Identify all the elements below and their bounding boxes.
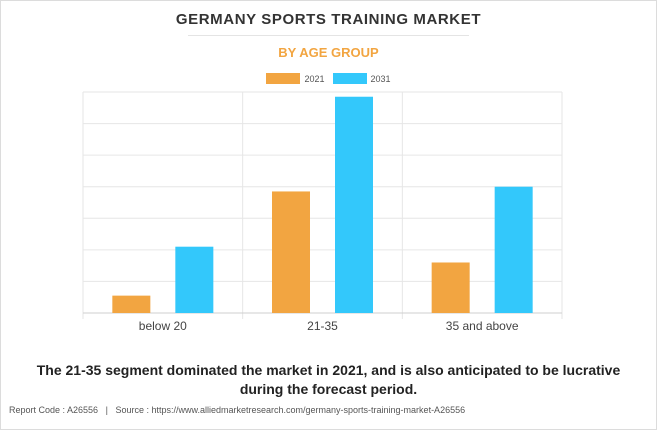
legend-item-2031: 2031 (332, 73, 391, 84)
bar-2031-below-20 (175, 246, 214, 313)
x-tick-label: 35 and above (446, 319, 519, 333)
x-tick-label: 21-35 (307, 319, 338, 333)
legend-swatch-2021 (266, 73, 301, 84)
bar-2021-35-and-above (431, 262, 470, 313)
legend-item-2021: 2021 (266, 73, 325, 84)
source-text: Source : https://www.alliedmarketresearc… (115, 405, 466, 415)
bar-2031-35-and-above (494, 186, 533, 313)
chart-title: GERMANY SPORTS TRAINING MARKET (175, 11, 482, 28)
footer-separator: | (105, 405, 108, 415)
chart-subtitle: BY AGE GROUP (278, 45, 379, 60)
bar-chart: below 20 21-35 35 and above (82, 91, 563, 333)
footer: Report Code : A26556 | Source : https://… (9, 405, 465, 415)
x-tick-label: below 20 (139, 319, 187, 333)
bar-2021-below-20 (112, 295, 151, 313)
bar-2031-21-35 (335, 96, 373, 313)
legend: 2021 2031 (0, 73, 657, 84)
legend-label-2031: 2031 (370, 73, 391, 84)
bar-2021-21-35 (272, 191, 310, 313)
report-code: Report Code : A26556 (9, 405, 99, 415)
legend-label-2021: 2021 (304, 73, 325, 84)
legend-swatch-2031 (332, 73, 367, 84)
summary-text: The 21-35 segment dominated the market i… (36, 362, 621, 397)
title-divider (188, 35, 469, 36)
